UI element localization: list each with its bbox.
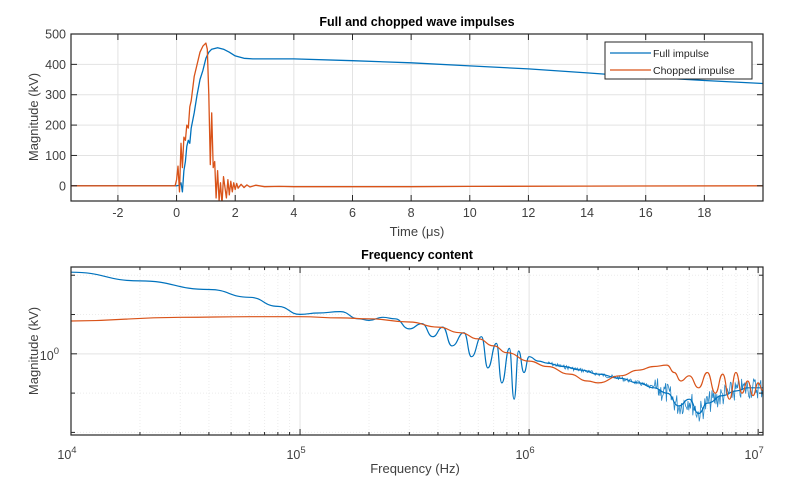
legend: Full impulse Chopped impulse [604, 41, 753, 80]
x-tick-label: 107 [745, 445, 764, 462]
x-tick-label: 8 [408, 206, 415, 220]
y-axis-label: Magnitude (kV) [26, 73, 41, 161]
y-tick-label: 300 [45, 88, 66, 102]
x-tick-label: 0 [173, 206, 180, 220]
y-tick-label: 100 [45, 149, 66, 163]
series-lines [71, 271, 763, 422]
chart-title: Frequency content [361, 248, 474, 262]
x-tick-label: 14 [580, 206, 594, 220]
y-axis-label: Magnitude (kV) [26, 307, 41, 395]
grid [71, 33, 763, 201]
x-tick-label: 16 [639, 206, 653, 220]
ticks: -2 0 2 4 6 8 10 12 14 16 18 0 100 200 300 400 500 [45, 28, 763, 220]
y-tick-label: 100 [40, 346, 59, 363]
legend-label-full-impulse: Full impulse [653, 48, 709, 60]
x-tick-label: -2 [112, 206, 123, 220]
axes-frame [70, 266, 764, 436]
x-tick-label: 105 [286, 445, 305, 462]
grid [70, 267, 763, 435]
y-tick-label: 0 [59, 179, 66, 193]
axes-frequency-domain: 104 105 106 107 100 Frequency content Freque… [26, 248, 764, 476]
x-axis-label: Frequency (Hz) [370, 461, 460, 476]
legend-label-chopped-impulse: Chopped impulse [653, 65, 735, 77]
legend-box [604, 41, 753, 80]
x-tick-label: 6 [349, 206, 356, 220]
x-axis-label: Time (μs) [390, 224, 445, 239]
y-tick-label: 400 [45, 58, 66, 72]
x-tick-label: 104 [57, 445, 76, 462]
axes-frame [70, 33, 764, 202]
series-line-chopped-impulse [71, 42, 763, 201]
y-tick-label: 500 [45, 28, 66, 42]
y-tick-label: 200 [45, 119, 66, 133]
ticks: 104 105 106 107 100 [40, 267, 764, 462]
x-tick-label: 10 [463, 206, 477, 220]
chart-title: Full and chopped wave impulses [319, 15, 514, 29]
plot-area [71, 267, 763, 435]
series-lines [71, 42, 763, 201]
x-tick-label: 106 [515, 445, 534, 462]
axes-time-domain: -2 0 2 4 6 8 10 12 14 16 18 0 100 200 300 400 500 Full a… [26, 15, 764, 239]
series-line-chopped-impulse [71, 316, 763, 400]
x-tick-label: 12 [521, 206, 535, 220]
series-line-full-impulse [71, 47, 763, 193]
x-tick-label: 2 [232, 206, 239, 220]
x-tick-label: 4 [290, 206, 297, 220]
x-tick-label: 18 [697, 206, 711, 220]
series-line-full-impulse [71, 271, 763, 415]
